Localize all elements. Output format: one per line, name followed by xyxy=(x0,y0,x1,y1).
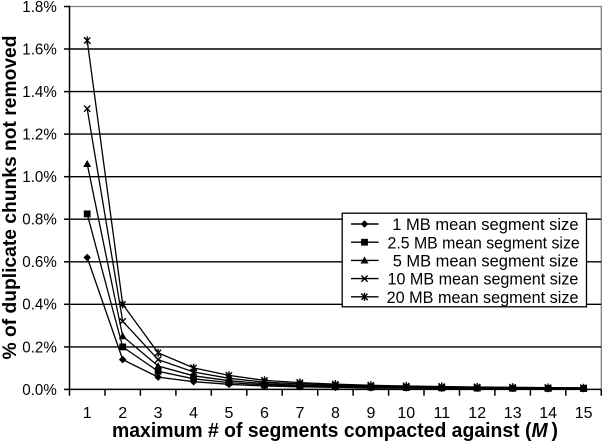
svg-text:1.4%: 1.4% xyxy=(22,84,57,101)
svg-text:% of duplicate chunks not remo: % of duplicate chunks not removed xyxy=(0,36,21,360)
svg-text:11: 11 xyxy=(433,405,450,422)
svg-text:1.6%: 1.6% xyxy=(22,41,57,58)
svg-text:1 MB mean segment size: 1 MB mean segment size xyxy=(392,215,578,234)
svg-text:maximum # of segments compacte: maximum # of segments compacted against … xyxy=(112,420,558,442)
svg-text:1: 1 xyxy=(83,405,92,422)
svg-text:10: 10 xyxy=(397,405,415,422)
svg-text:14: 14 xyxy=(539,405,557,422)
svg-text:0.4%: 0.4% xyxy=(22,297,57,314)
svg-text:1.0%: 1.0% xyxy=(22,169,57,186)
svg-text:20 MB mean segment size: 20 MB mean segment size xyxy=(387,288,579,307)
svg-text:3: 3 xyxy=(154,405,163,422)
svg-text:2: 2 xyxy=(118,405,127,422)
svg-text:5 MB mean segment size: 5 MB mean segment size xyxy=(393,252,579,271)
svg-text:2.5 MB mean segment size: 2.5 MB mean segment size xyxy=(388,233,580,252)
svg-text:0.6%: 0.6% xyxy=(22,254,57,271)
svg-text:0.2%: 0.2% xyxy=(22,339,57,356)
svg-text:7: 7 xyxy=(295,405,304,422)
svg-text:9: 9 xyxy=(366,405,375,422)
svg-text:0.8%: 0.8% xyxy=(22,212,57,229)
svg-text:0.0%: 0.0% xyxy=(22,382,57,399)
svg-text:5: 5 xyxy=(225,405,234,422)
svg-text:8: 8 xyxy=(331,405,340,422)
svg-text:1.2%: 1.2% xyxy=(22,127,57,144)
svg-text:13: 13 xyxy=(504,405,522,422)
svg-text:12: 12 xyxy=(468,405,486,422)
svg-text:4: 4 xyxy=(189,405,198,422)
svg-text:1.8%: 1.8% xyxy=(22,0,57,16)
svg-text:6: 6 xyxy=(260,405,269,422)
svg-text:15: 15 xyxy=(575,405,593,422)
svg-text:10 MB mean segment size: 10 MB mean segment size xyxy=(388,270,579,289)
